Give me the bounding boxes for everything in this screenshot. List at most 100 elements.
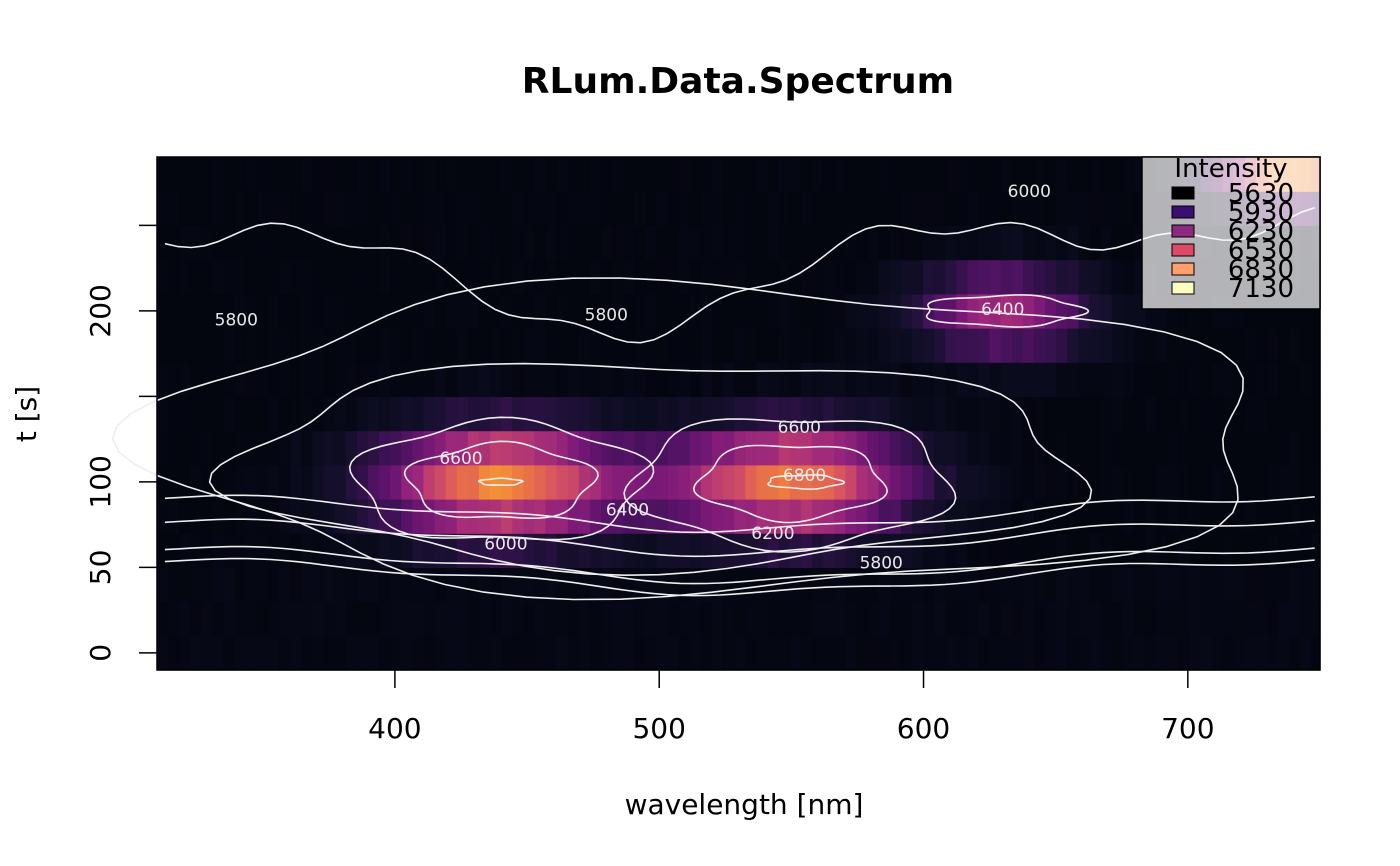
heatmap-cell: [345, 601, 358, 637]
heatmap-cell: [1222, 601, 1235, 637]
heatmap-cell: [789, 157, 802, 192]
heatmap-cell: [1011, 191, 1024, 226]
heatmap-cell: [467, 259, 480, 295]
heatmap-cell: [268, 225, 280, 261]
heatmap-cell: [878, 635, 891, 671]
heatmap-cell: [279, 157, 291, 192]
heatmap-cell: [723, 430, 735, 466]
heatmap-cell: [712, 430, 724, 466]
heatmap-cell: [945, 635, 957, 671]
heatmap-cell: [1145, 396, 1157, 432]
heatmap-cell: [967, 430, 980, 466]
heatmap-cell: [945, 259, 957, 295]
heatmap-cell: [1289, 464, 1302, 500]
heatmap-cell: [312, 396, 325, 432]
heatmap-cell: [723, 191, 735, 226]
heatmap-cell: [1145, 464, 1157, 500]
heatmap-cell: [767, 635, 780, 671]
heatmap-cell: [423, 328, 436, 363]
heatmap-cell: [201, 430, 214, 466]
heatmap-cell: [645, 635, 658, 671]
heatmap-cell: [301, 499, 314, 534]
heatmap-cell: [512, 362, 524, 397]
heatmap-cell: [678, 430, 691, 466]
heatmap-cell: [567, 499, 580, 534]
heatmap-cell: [656, 225, 669, 261]
heatmap-cell: [356, 157, 369, 192]
heatmap-cell: [290, 533, 302, 568]
heatmap-cell: [1022, 191, 1035, 226]
heatmap-cell: [811, 225, 824, 261]
heatmap-cell: [800, 567, 813, 603]
heatmap-cell: [811, 635, 824, 671]
heatmap-cell: [367, 499, 380, 534]
heatmap-cell: [456, 157, 469, 192]
heatmap-cell: [1034, 293, 1046, 329]
heatmap-cell: [756, 396, 769, 432]
heatmap-cell: [445, 259, 458, 295]
heatmap-cell: [811, 533, 824, 568]
heatmap-cell: [245, 533, 258, 568]
heatmap-cell: [745, 362, 758, 397]
heatmap-cell: [423, 362, 436, 397]
heatmap-cell: [356, 293, 369, 329]
heatmap-cell: [1244, 430, 1257, 466]
heatmap-cell: [712, 635, 724, 671]
heatmap-cell: [956, 635, 968, 671]
heatmap-cell: [945, 533, 957, 568]
heatmap-cell: [534, 499, 547, 534]
heatmap-cell: [456, 362, 469, 397]
heatmap-cell: [745, 293, 758, 329]
heatmap-cell: [290, 430, 302, 466]
heatmap-cell: [434, 567, 447, 603]
heatmap-cell: [290, 396, 302, 432]
heatmap-cell: [1222, 430, 1235, 466]
heatmap-cell: [889, 259, 902, 295]
heatmap-cell: [512, 430, 524, 466]
heatmap-cell: [1000, 601, 1013, 637]
heatmap-cell: [1011, 362, 1024, 397]
heatmap-cell: [157, 567, 169, 603]
heatmap-cell: [1289, 499, 1302, 534]
heatmap-cell: [1133, 293, 1146, 329]
heatmap-cell: [190, 533, 202, 568]
heatmap-cell: [179, 396, 191, 432]
heatmap-cell: [1133, 430, 1146, 466]
heatmap-cell: [523, 533, 536, 568]
heatmap-cell: [456, 225, 469, 261]
heatmap-cell: [678, 499, 691, 534]
heatmap-cell: [978, 499, 991, 534]
heatmap-cell: [501, 635, 513, 671]
heatmap-cell: [667, 430, 680, 466]
heatmap-cell: [834, 328, 846, 363]
heatmap-cell: [390, 567, 402, 603]
heatmap-cell: [423, 157, 436, 192]
heatmap-cell: [323, 293, 336, 329]
heatmap-cell: [934, 191, 946, 226]
heatmap-cell: [623, 396, 635, 432]
heatmap-cell: [811, 293, 824, 329]
heatmap-cell: [201, 567, 214, 603]
heatmap-cell: [934, 225, 946, 261]
heatmap-cell: [634, 601, 647, 637]
heatmap-cell: [723, 225, 735, 261]
heatmap-cell: [934, 259, 946, 295]
heatmap-cell: [323, 328, 336, 363]
heatmap-cell: [1267, 396, 1279, 432]
heatmap-cell: [945, 328, 957, 363]
legend-swatch: [1171, 262, 1195, 276]
heatmap-cell: [756, 293, 769, 329]
heatmap-cell: [578, 430, 591, 466]
heatmap-cell: [534, 430, 547, 466]
heatmap-cell: [922, 396, 935, 432]
heatmap-cell: [734, 635, 746, 671]
heatmap-cell: [1133, 396, 1146, 432]
heatmap-cell: [467, 430, 480, 466]
heatmap-cell: [1078, 328, 1091, 363]
heatmap-cell: [1244, 635, 1257, 671]
heatmap-cell: [1233, 635, 1246, 671]
heatmap-cell: [1145, 328, 1157, 363]
heatmap-cell: [323, 157, 336, 192]
heatmap-cell: [978, 601, 991, 637]
heatmap-cell: [478, 191, 491, 226]
